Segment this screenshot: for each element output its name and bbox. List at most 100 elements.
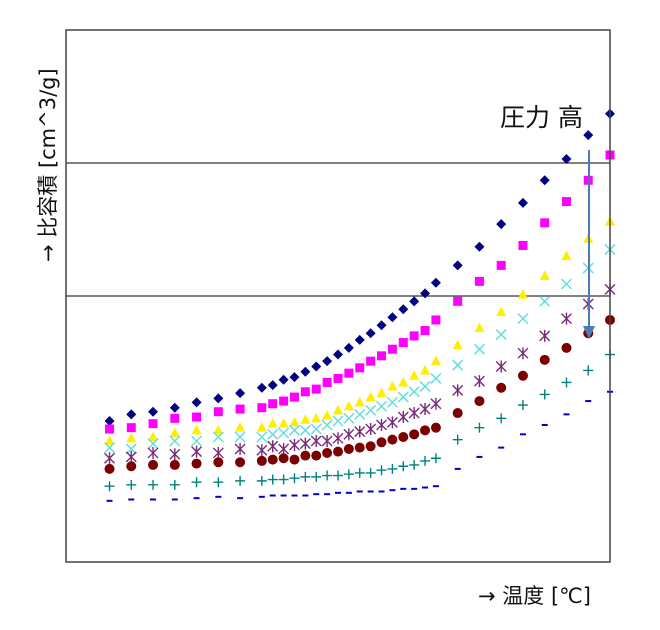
data-point-s5-19	[376, 419, 388, 432]
data-point-s5-10	[278, 442, 290, 455]
data-point-s2-14	[322, 377, 332, 387]
data-point-s7-9	[267, 474, 278, 485]
data-point-s1-31	[583, 130, 594, 141]
data-point-s2-28	[518, 240, 528, 250]
data-point-s6-14	[322, 447, 333, 458]
data-point-s3-3	[148, 431, 159, 441]
data-point-s4-7	[234, 431, 246, 443]
data-point-s3-4	[169, 427, 180, 437]
data-point-s5-22	[408, 407, 420, 420]
pressure-arrow-head	[583, 326, 595, 339]
data-point-s4-15	[332, 415, 344, 427]
data-point-s5-6	[212, 446, 224, 459]
data-point-s5-26	[473, 375, 485, 388]
data-point-s6-8	[256, 455, 267, 466]
data-point-s3-30	[561, 250, 572, 261]
data-point-s7-21	[398, 461, 409, 472]
data-point-s6-16	[343, 443, 354, 454]
data-point-s3-29	[539, 270, 550, 281]
data-point-s5-8	[256, 444, 268, 457]
data-point-s3-26	[474, 322, 485, 332]
data-point-s7-17	[354, 467, 365, 478]
data-point-s7-19	[376, 465, 387, 476]
data-point-s2-19	[377, 351, 387, 361]
data-point-s5-28	[517, 347, 529, 360]
data-point-s2-9	[268, 399, 278, 409]
data-point-s1-4	[169, 402, 180, 413]
data-point-s6-19	[376, 437, 387, 448]
data-point-s3-19	[376, 387, 387, 398]
data-point-s4-22	[408, 386, 420, 398]
data-point-s7-27	[496, 413, 507, 424]
data-point-s2-16	[344, 368, 354, 378]
data-point-s1-27	[496, 219, 507, 230]
data-point-s4-20	[386, 396, 398, 408]
y-axis-label: → 比容積 [cm^3/g]	[36, 68, 60, 262]
data-point-s3-14	[322, 410, 333, 420]
data-point-s1-6	[213, 393, 224, 404]
data-point-s3-8	[256, 422, 267, 432]
data-point-s6-27	[496, 382, 507, 393]
data-point-s6-6	[213, 457, 224, 468]
data-point-s6-10	[278, 453, 289, 464]
x-axis-label: → 温度 [℃]	[478, 584, 591, 608]
data-point-s3-17	[354, 396, 365, 407]
data-point-s2-6	[213, 407, 223, 417]
data-point-s7-1	[104, 481, 115, 492]
data-point-s5-14	[321, 434, 333, 447]
data-point-s7-12	[300, 471, 311, 482]
data-point-s4-14	[321, 419, 333, 431]
data-point-s2-29	[540, 218, 550, 228]
data-point-s2-15	[333, 373, 343, 383]
data-point-s4-24	[430, 372, 442, 384]
data-point-s2-5	[192, 412, 202, 422]
data-point-s2-3	[148, 419, 158, 429]
data-point-s4-18	[365, 404, 377, 416]
data-point-s5-24	[430, 397, 442, 410]
data-point-s4-19	[375, 400, 388, 412]
data-point-s5-5	[191, 445, 203, 458]
data-point-s7-8	[256, 475, 267, 486]
data-point-s4-23	[419, 380, 431, 392]
data-point-s2-17	[355, 363, 365, 373]
data-point-s4-27	[495, 329, 507, 341]
data-point-s5-27	[495, 360, 507, 373]
data-point-s4-28	[517, 313, 529, 325]
data-point-s7-15	[333, 470, 343, 481]
data-point-s1-22	[409, 296, 420, 307]
data-point-s4-29	[539, 295, 551, 307]
data-point-s5-2	[125, 450, 137, 463]
data-point-s1-21	[398, 304, 409, 315]
data-point-s5-29	[539, 329, 551, 342]
data-point-s7-16	[343, 469, 354, 480]
data-point-s7-11	[289, 473, 300, 484]
data-point-s6-23	[420, 425, 431, 436]
data-point-s4-1	[103, 442, 116, 454]
data-point-s7-14	[322, 470, 333, 481]
data-point-s2-18	[366, 356, 376, 366]
data-point-s3-24	[430, 355, 441, 366]
data-point-s7-18	[365, 467, 376, 478]
data-point-s7-29	[539, 389, 550, 400]
data-point-s4-25	[452, 359, 464, 371]
data-point-s4-9	[267, 428, 279, 440]
data-point-s6-7	[235, 457, 246, 468]
grid-layer	[66, 29, 610, 297]
data-point-s5-23	[419, 403, 431, 416]
data-point-s3-27	[496, 306, 507, 316]
data-point-s2-21	[398, 338, 408, 348]
data-point-s2-2	[126, 423, 136, 433]
data-point-s6-15	[333, 446, 343, 457]
data-point-s4-13	[310, 423, 322, 435]
data-point-s1-9	[267, 380, 278, 391]
data-point-s2-11	[289, 392, 299, 402]
data-point-s7-23	[420, 455, 431, 466]
data-point-s7-2	[126, 479, 137, 490]
data-point-s7-4	[169, 479, 180, 490]
data-point-s3-28	[517, 289, 528, 299]
data-point-s3-11	[289, 416, 300, 427]
data-point-s2-30	[561, 197, 571, 207]
data-point-s6-29	[539, 354, 550, 365]
data-point-s2-27	[496, 260, 506, 270]
